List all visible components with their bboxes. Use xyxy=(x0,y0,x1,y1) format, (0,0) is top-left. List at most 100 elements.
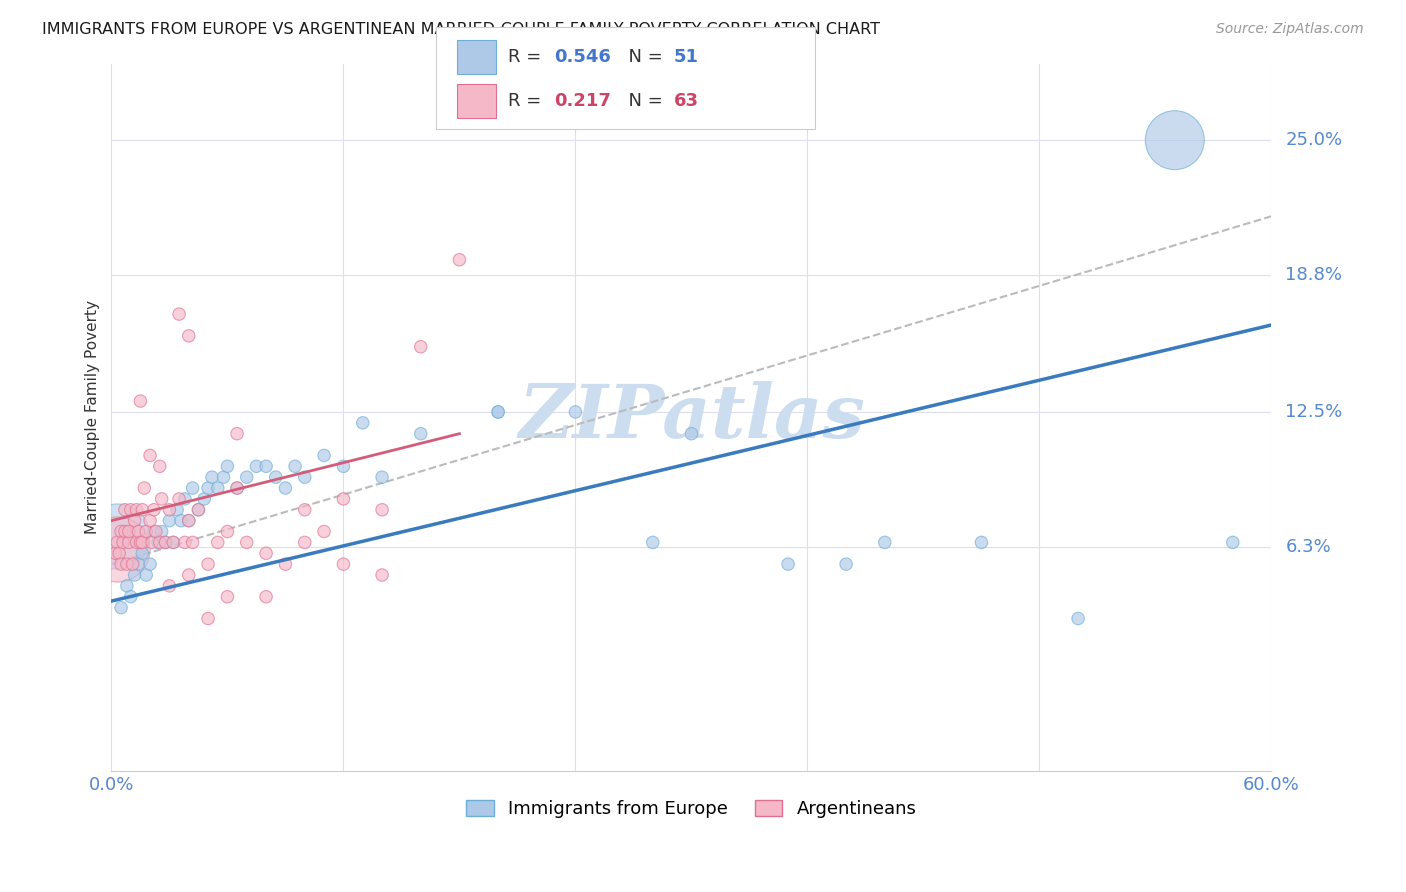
Point xyxy=(127,557,149,571)
Point xyxy=(486,405,509,419)
Text: 25.0%: 25.0% xyxy=(1285,131,1343,149)
Point xyxy=(127,524,149,539)
Point xyxy=(181,481,204,495)
Point xyxy=(155,535,177,549)
Point xyxy=(409,340,432,354)
Point xyxy=(294,503,316,517)
Point xyxy=(873,535,896,549)
Point xyxy=(352,416,374,430)
Point xyxy=(115,579,138,593)
Point xyxy=(110,524,132,539)
Point xyxy=(226,481,249,495)
Point xyxy=(173,491,195,506)
Point xyxy=(177,568,200,582)
Text: R =: R = xyxy=(508,93,547,111)
Point xyxy=(120,503,142,517)
Point xyxy=(371,568,394,582)
Point xyxy=(294,470,316,484)
Point xyxy=(129,535,152,549)
Point xyxy=(125,503,148,517)
Point xyxy=(486,405,509,419)
Point xyxy=(149,535,172,549)
Point xyxy=(167,307,190,321)
Text: Source: ZipAtlas.com: Source: ZipAtlas.com xyxy=(1216,22,1364,37)
Point xyxy=(142,524,165,539)
Point xyxy=(118,535,141,549)
Point xyxy=(187,503,209,517)
Point xyxy=(150,491,173,506)
Text: N =: N = xyxy=(617,48,669,66)
Point xyxy=(217,524,239,539)
Point xyxy=(177,514,200,528)
Point xyxy=(226,426,249,441)
Point xyxy=(294,535,316,549)
Point xyxy=(332,491,354,506)
Point xyxy=(217,590,239,604)
Point xyxy=(110,557,132,571)
Point xyxy=(177,329,200,343)
Point xyxy=(162,535,184,549)
Point xyxy=(105,529,128,543)
Point xyxy=(157,514,180,528)
Point xyxy=(564,405,586,419)
Point xyxy=(181,535,204,549)
Point xyxy=(245,459,267,474)
Point xyxy=(135,524,157,539)
Point xyxy=(131,546,153,560)
Text: 51: 51 xyxy=(673,48,699,66)
Point xyxy=(124,568,146,582)
Legend: Immigrants from Europe, Argentineans: Immigrants from Europe, Argentineans xyxy=(460,793,924,825)
Point xyxy=(170,514,193,528)
Text: 18.8%: 18.8% xyxy=(1285,266,1343,284)
Point xyxy=(274,481,297,495)
Point xyxy=(111,535,134,549)
Point xyxy=(371,470,394,484)
Point xyxy=(104,546,127,560)
Point xyxy=(162,535,184,549)
Point xyxy=(449,252,471,267)
Point xyxy=(145,524,167,539)
Point xyxy=(197,481,219,495)
Point xyxy=(118,524,141,539)
Point xyxy=(254,546,277,560)
Point xyxy=(105,535,128,549)
Text: 12.5%: 12.5% xyxy=(1285,403,1343,421)
Point xyxy=(409,426,432,441)
Point xyxy=(157,579,180,593)
Point xyxy=(193,491,215,506)
Point xyxy=(114,503,136,517)
Text: IMMIGRANTS FROM EUROPE VS ARGENTINEAN MARRIED-COUPLE FAMILY POVERTY CORRELATION : IMMIGRANTS FROM EUROPE VS ARGENTINEAN MA… xyxy=(42,22,880,37)
Text: 0.217: 0.217 xyxy=(554,93,610,111)
Point xyxy=(135,568,157,582)
Point xyxy=(105,541,128,556)
Point xyxy=(1164,133,1187,147)
Point xyxy=(131,503,153,517)
Text: ZIPatlas: ZIPatlas xyxy=(517,381,865,454)
Point xyxy=(371,503,394,517)
Point xyxy=(332,459,354,474)
Point xyxy=(125,535,148,549)
Point xyxy=(108,546,131,560)
Point xyxy=(835,557,858,571)
Point xyxy=(141,535,163,549)
Point xyxy=(197,557,219,571)
Point xyxy=(167,491,190,506)
Point xyxy=(1222,535,1244,549)
Point xyxy=(314,524,336,539)
Point xyxy=(134,481,156,495)
Point xyxy=(284,459,307,474)
Point xyxy=(131,535,153,549)
Y-axis label: Married-Couple Family Poverty: Married-Couple Family Poverty xyxy=(86,301,100,534)
Point xyxy=(146,535,169,549)
Point xyxy=(139,557,162,571)
Point xyxy=(212,470,235,484)
Point xyxy=(264,470,287,484)
Point xyxy=(641,535,664,549)
Text: 63: 63 xyxy=(673,93,699,111)
Text: R =: R = xyxy=(508,48,547,66)
Point xyxy=(254,590,277,604)
Point xyxy=(114,524,136,539)
Text: N =: N = xyxy=(617,93,669,111)
Point xyxy=(1067,611,1090,625)
Point xyxy=(142,503,165,517)
